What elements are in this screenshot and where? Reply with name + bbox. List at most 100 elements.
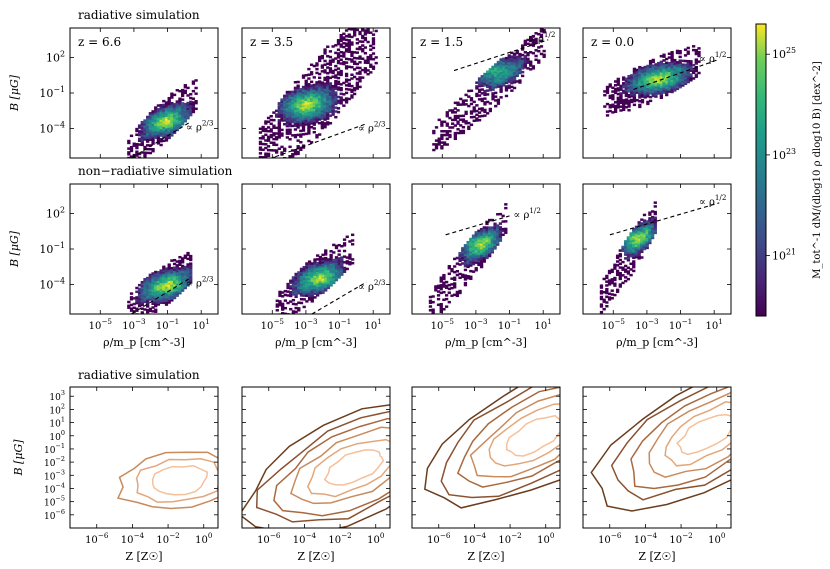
heat-cell: [312, 119, 316, 123]
heat-cell: [445, 131, 449, 135]
heat-cell: [162, 284, 166, 288]
heat-cell: [624, 83, 628, 86]
heat-cell: [326, 275, 331, 278]
heat-cell: [301, 133, 306, 136]
heat-cell: [167, 127, 171, 130]
heat-cell: [512, 79, 517, 82]
heat-cell: [673, 68, 677, 71]
heat-cell: [146, 288, 150, 291]
heat-cell: [302, 275, 306, 278]
heat-cell: [363, 46, 368, 49]
heat-cell: [189, 270, 193, 273]
heat-cell: [665, 67, 669, 70]
heat-cell: [334, 259, 339, 263]
heat-cell: [264, 168, 267, 170]
heat-cell: [151, 283, 155, 287]
heat-cell: [294, 306, 298, 310]
heat-cell: [151, 289, 155, 292]
heat-cell: [266, 152, 271, 156]
heat-cell: [312, 98, 316, 102]
heat-cell: [285, 119, 290, 122]
heat-cell: [678, 66, 682, 70]
heat-cell: [643, 84, 647, 88]
heat-cell: [277, 126, 281, 130]
heat-cell: [683, 54, 688, 57]
heat-cell: [181, 285, 185, 289]
heat-cell: [640, 227, 644, 231]
heat-cell: [648, 234, 652, 237]
heat-cell: [616, 83, 620, 86]
heat-cell: [350, 94, 354, 97]
heat-cell: [515, 59, 519, 62]
heat-cell: [301, 106, 306, 110]
heat-cell: [137, 152, 142, 156]
heat-cell: [320, 83, 324, 86]
heat-cell: [472, 108, 476, 111]
heat-cell: [288, 138, 292, 141]
heat-cell: [477, 88, 482, 92]
heat-cell: [445, 114, 449, 118]
heat-cell: [181, 88, 185, 92]
heat-cell: [490, 233, 494, 237]
heat-cell: [605, 295, 609, 299]
heat-cell: [483, 89, 487, 93]
heat-cell: [651, 87, 655, 90]
heat-cell: [665, 88, 669, 91]
heat-cell: [332, 266, 336, 269]
heat-cell: [137, 139, 142, 143]
heat-cell: [642, 228, 647, 232]
heat-cell: [632, 245, 636, 248]
heat-cell: [657, 69, 661, 72]
heat-cell: [448, 133, 452, 137]
heat-cell: [309, 118, 314, 121]
heat-cell: [162, 271, 166, 274]
heat-cell: [485, 247, 489, 250]
contour-level: [255, 410, 390, 523]
heat-cell: [458, 257, 462, 261]
heat-cell: [477, 82, 482, 86]
heat-cell: [285, 109, 290, 113]
heat-cell: [167, 286, 171, 289]
heat-cell: [599, 305, 604, 308]
heat-cell: [515, 55, 519, 59]
heat-cell: [632, 231, 636, 235]
heat-cell: [137, 289, 142, 293]
heat-cell: [321, 287, 325, 291]
heat-cell: [630, 77, 634, 81]
heat-cell: [350, 50, 354, 54]
heat-cell: [304, 132, 308, 136]
heat-cell: [630, 94, 634, 98]
heat-cell: [323, 52, 327, 55]
heat-cell: [613, 267, 617, 270]
heat-cell: [529, 51, 533, 54]
heat-cell: [469, 262, 473, 265]
heat-cell: [607, 281, 612, 284]
heat-cell: [480, 75, 484, 78]
heat-cell: [269, 135, 273, 139]
heat-cell: [507, 84, 511, 88]
heat-cell: [269, 114, 273, 118]
heat-cell: [501, 233, 505, 237]
heat-cell: [301, 117, 306, 121]
heat-cell: [301, 89, 306, 93]
heat-cell: [523, 66, 527, 69]
heat-cell: [637, 240, 641, 243]
heat-cell: [488, 71, 492, 75]
heat-cell: [502, 63, 506, 66]
heat-cell: [605, 102, 610, 106]
heat-cell: [181, 92, 185, 96]
heat-cell: [291, 124, 295, 128]
heat-cell: [475, 94, 479, 98]
heat-cell: [493, 226, 497, 229]
heat-cell: [159, 284, 163, 287]
heat-cell: [358, 47, 362, 51]
heat-cell: [648, 76, 653, 80]
heat-cell: [291, 115, 295, 118]
heat-cell: [162, 99, 166, 103]
heat-cell: [148, 292, 152, 296]
heat-cell: [434, 143, 439, 146]
y-tick-label: 102: [46, 50, 65, 65]
heat-cell: [374, 56, 378, 59]
heat-cell: [307, 130, 311, 133]
heat-cell: [156, 299, 161, 302]
